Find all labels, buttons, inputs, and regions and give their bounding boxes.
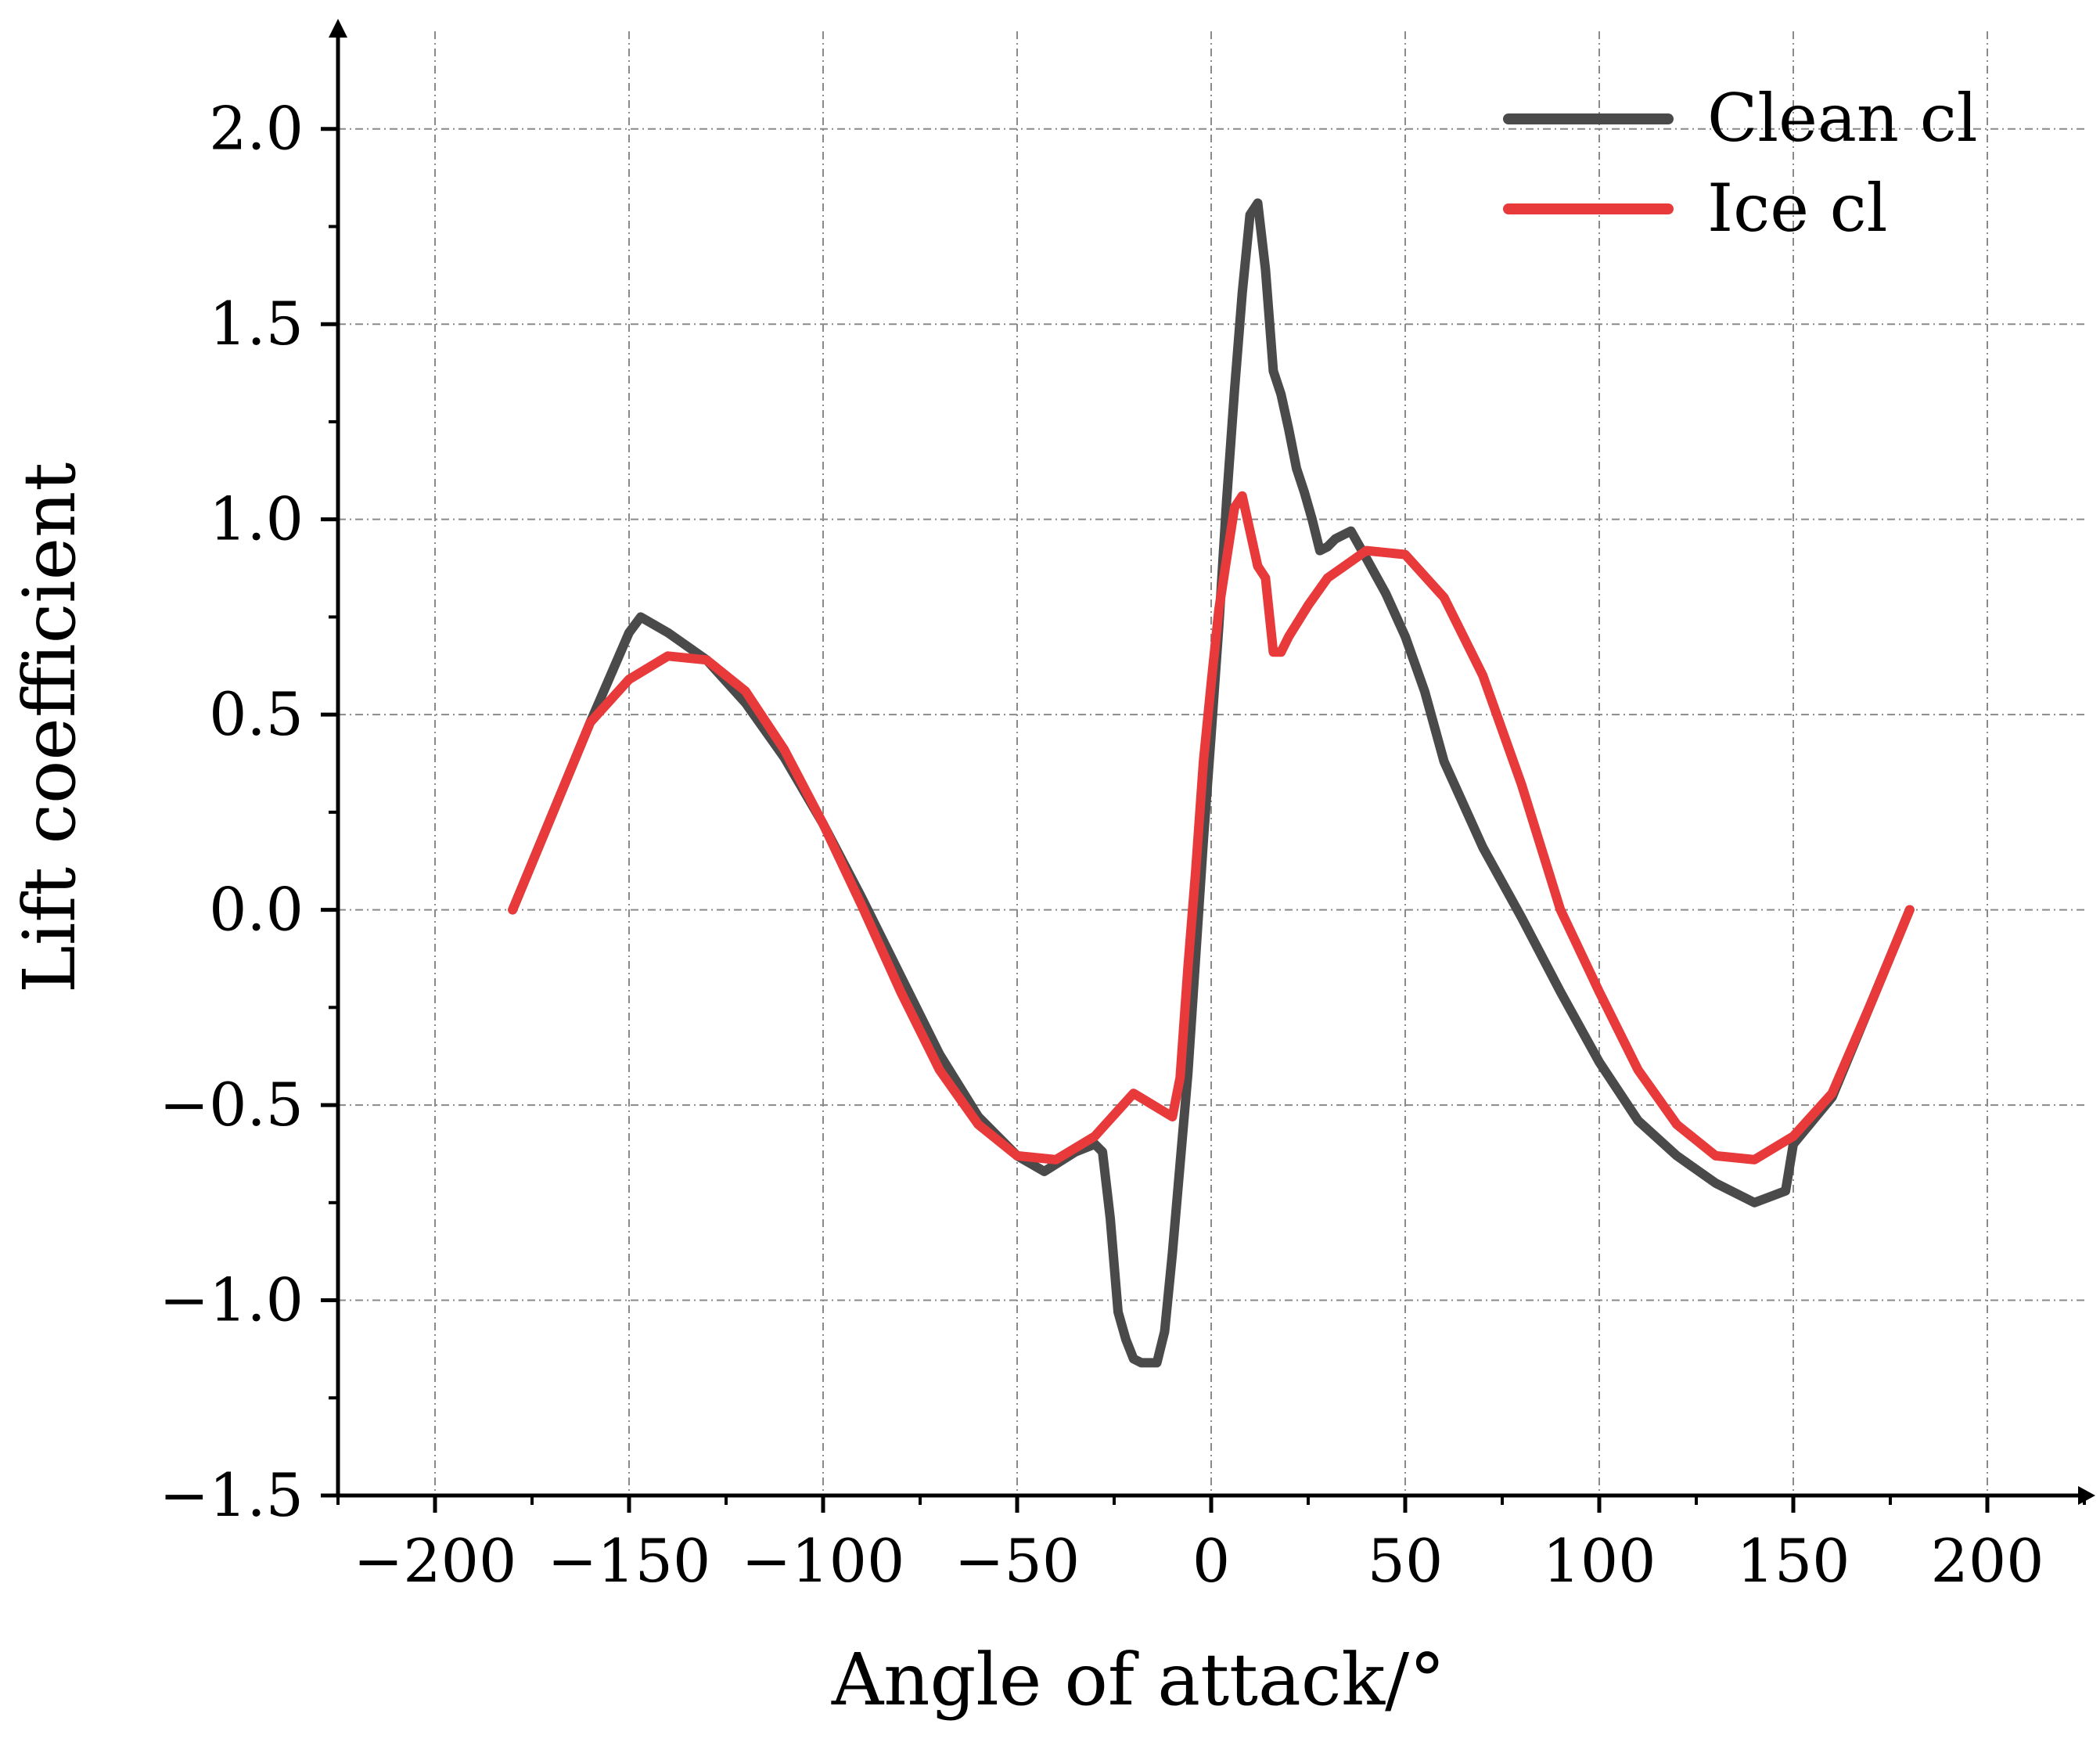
x-tick-label: −200 (354, 1526, 517, 1596)
series-line-clean-cl (508, 198, 1915, 1368)
x-tick-label: 100 (1542, 1526, 1656, 1596)
x-tick-label: 200 (1930, 1526, 2044, 1596)
y-tick-label: −1.5 (159, 1460, 304, 1530)
x-tick-label: 0 (1192, 1526, 1230, 1596)
x-tick-label: 50 (1368, 1526, 1444, 1596)
x-axis-title: Angle of attack/° (831, 1638, 1445, 1722)
y-tick-label: −0.5 (159, 1070, 304, 1139)
y-tick-label: 0.0 (209, 875, 304, 945)
legend-label: Clean cl (1707, 80, 1978, 157)
y-axis-title: Lift coefficient (8, 462, 92, 994)
legend: Clean cl Ice cl (1503, 80, 1978, 247)
x-tick-label: −50 (955, 1526, 1080, 1596)
legend-label: Ice cl (1707, 170, 1888, 247)
series-layer (508, 198, 1915, 1368)
series-line-ice-cl (508, 491, 1915, 1164)
y-tick-label: 1.5 (209, 289, 304, 358)
y-axis-arrow (329, 19, 347, 38)
x-axis-arrow (2078, 1486, 2095, 1505)
x-tick-label: −100 (742, 1526, 905, 1596)
tick-labels: −200 −150 −100 −50 0 50 100 150 200 −1.5 −1.0 −0.5 0… (159, 94, 2044, 1596)
y-tick-label: 1.0 (209, 484, 304, 554)
x-tick-label: −150 (548, 1526, 711, 1596)
y-tick-label: 0.5 (209, 679, 304, 749)
y-tick-label: 2.0 (209, 94, 304, 164)
y-tick-label: −1.0 (159, 1265, 304, 1335)
axes (321, 19, 2095, 1513)
x-tick-label: 150 (1736, 1526, 1850, 1596)
